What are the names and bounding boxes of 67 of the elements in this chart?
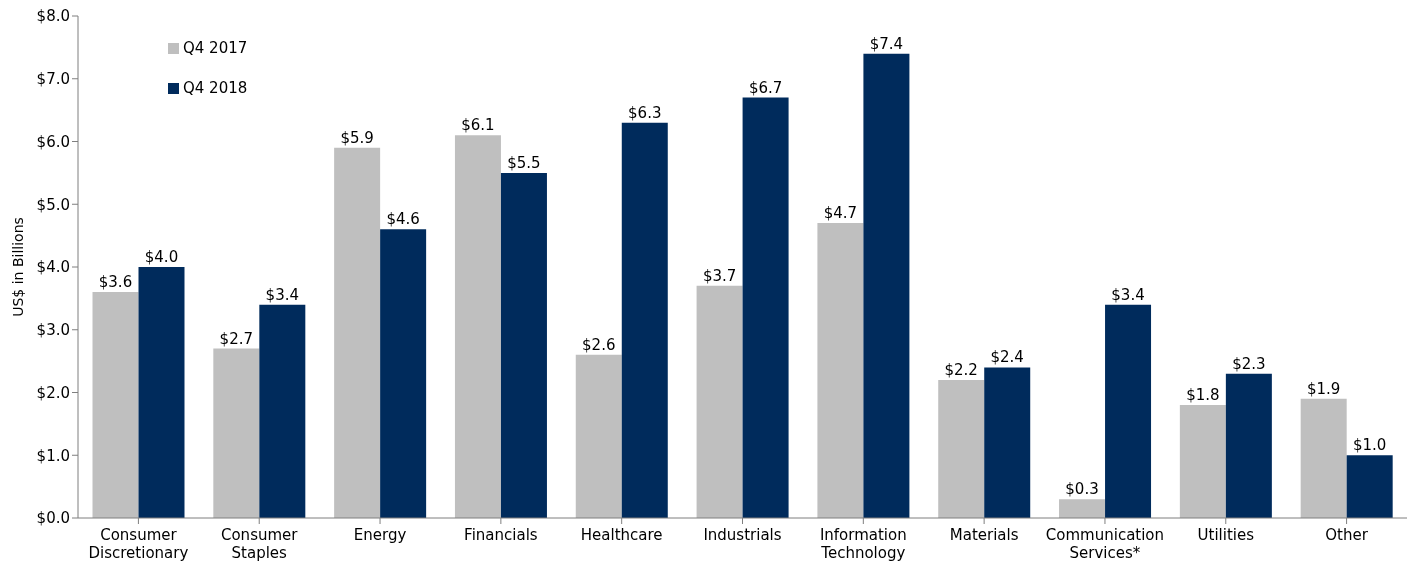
data-label: $3.4 — [1111, 285, 1145, 304]
data-label: $6.7 — [748, 78, 783, 97]
x-tick-label: Consumer Discretionary — [88, 526, 189, 562]
y-tick-label: $5.0 — [36, 195, 70, 214]
bar — [138, 267, 185, 518]
data-label: $2.2 — [944, 360, 978, 379]
x-tick-label: Information Technology — [819, 526, 907, 562]
data-label: $5.9 — [340, 128, 374, 147]
bar — [984, 367, 1031, 518]
bar — [817, 223, 864, 518]
data-label: $1.0 — [1352, 436, 1387, 455]
bar — [863, 53, 910, 518]
data-label: $3.7 — [702, 266, 737, 285]
data-label: $4.7 — [823, 204, 858, 223]
bar — [334, 147, 381, 518]
data-label: $2.7 — [219, 329, 254, 348]
bar — [500, 172, 547, 518]
data-label: $1.8 — [1186, 386, 1220, 405]
legend-label: Q4 2018 — [183, 79, 248, 97]
x-tick-label: Communication Services* — [1045, 526, 1165, 562]
y-tick-label: $4.0 — [36, 258, 70, 277]
y-tick-label: $6.0 — [36, 132, 70, 151]
data-label: $3.6 — [98, 273, 133, 292]
data-label: $2.4 — [990, 348, 1024, 367]
y-tick-label: $2.0 — [36, 383, 70, 402]
bar — [1059, 499, 1106, 518]
bar — [1179, 405, 1226, 518]
data-label: $2.3 — [1232, 354, 1266, 373]
data-label: $7.4 — [869, 34, 904, 53]
bar — [621, 122, 668, 518]
data-label: $4.6 — [386, 210, 420, 229]
data-label: $2.6 — [582, 335, 616, 354]
x-tick-label: Other — [1325, 526, 1369, 544]
bar — [259, 304, 306, 518]
data-label: $5.5 — [507, 153, 541, 172]
data-label: $1.9 — [1306, 379, 1341, 398]
data-label: $6.3 — [628, 103, 662, 122]
bar — [742, 97, 789, 518]
y-tick-label: $0.0 — [36, 509, 70, 528]
x-tick-label: Utilities — [1197, 526, 1255, 544]
x-tick-label: Energy — [353, 526, 407, 544]
bar — [1300, 398, 1347, 518]
bar — [1346, 455, 1393, 518]
bar — [380, 229, 427, 518]
bar — [575, 354, 622, 518]
y-tick-label: $3.0 — [36, 321, 70, 340]
y-tick-label: $7.0 — [36, 70, 70, 89]
bar — [696, 285, 743, 518]
y-tick-label: $8.0 — [36, 7, 70, 26]
data-label: $0.3 — [1065, 480, 1099, 499]
y-tick-label: $1.0 — [36, 446, 70, 465]
data-label: $6.1 — [461, 116, 495, 135]
x-tick-label: Financials — [464, 526, 538, 544]
x-tick-label: Healthcare — [580, 526, 663, 544]
y-axis-title: US$ in Billions — [9, 217, 26, 317]
bar — [1105, 304, 1152, 518]
legend-label: Q4 2017 — [183, 39, 248, 57]
bar — [213, 348, 260, 518]
bar — [1225, 373, 1272, 518]
bar — [92, 292, 139, 518]
bar — [454, 135, 501, 518]
data-label: $3.4 — [265, 285, 300, 304]
data-label: $4.0 — [144, 248, 179, 266]
x-tick-label: Materials — [949, 526, 1019, 544]
x-tick-label: Consumer Staples — [220, 526, 299, 562]
x-tick-label: Industrials — [703, 526, 782, 544]
bar — [938, 379, 985, 518]
